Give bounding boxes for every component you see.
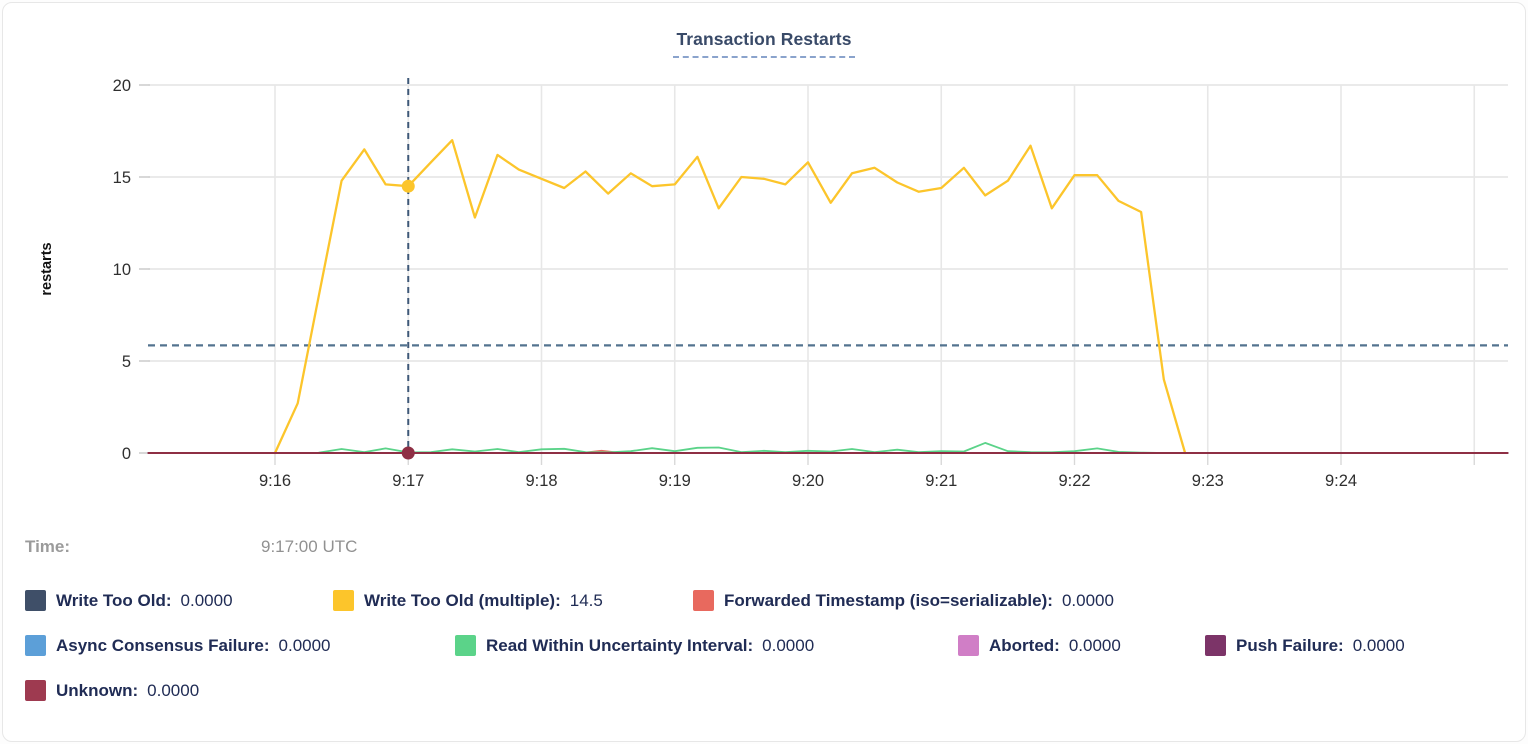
hover-time-label: Time: (25, 537, 71, 556)
y-axis-label: restarts (39, 242, 55, 295)
legend-item-unknown[interactable]: Unknown: 0.0000 (25, 680, 199, 701)
legend-label: Async Consensus Failure: (56, 635, 270, 655)
x-tick-label: 9:19 (659, 472, 691, 490)
legend-value: 0.0000 (1068, 635, 1121, 655)
x-tick-label: 9:18 (525, 472, 557, 490)
legend-label: Write Too Old (multiple): (364, 590, 561, 610)
legend-swatch-icon (958, 635, 979, 656)
x-tick-label: 9:17 (392, 472, 424, 490)
legend-label: Push Failure: (1236, 635, 1344, 655)
chart-title[interactable]: Transaction Restarts (673, 29, 855, 58)
series-line-write-too-old-multiple- (273, 139, 1187, 455)
legend-swatch-icon (455, 635, 476, 656)
legend-swatch-icon (25, 635, 46, 656)
y-tick-label: 10 (113, 261, 131, 279)
chart-title-wrap: Transaction Restarts (3, 29, 1525, 58)
x-tick-label: 9:20 (792, 472, 824, 490)
legend-row-2: Async Consensus Failure: 0.0000 Read Withi… (3, 635, 1525, 665)
legend-label: Read Within Uncertainty Interval: (486, 635, 754, 655)
y-tick-label: 20 (113, 77, 131, 95)
x-tick-label: 9:23 (1192, 472, 1224, 490)
legend-value: 0.0000 (180, 590, 233, 610)
y-tick-label: 0 (122, 445, 131, 463)
legend-value: 0.0000 (147, 680, 200, 700)
legend-item-write-too-old[interactable]: Write Too Old: 0.0000 (25, 590, 233, 611)
legend-value: 0.0000 (1352, 635, 1405, 655)
legend-item-forwarded-timestamp-iso-serializable[interactable]: Forwarded Timestamp (iso=serializable): 0… (693, 590, 1114, 611)
legend-value: 14.5 (569, 590, 603, 610)
legend-item-async-consensus-failure[interactable]: Async Consensus Failure: 0.0000 (25, 635, 331, 656)
legend-label: Aborted: (989, 635, 1060, 655)
legend-label: Write Too Old: (56, 590, 172, 610)
legend-value: 0.0000 (762, 635, 815, 655)
hover-point-write-too-old-multiple- (401, 179, 415, 193)
y-tick-label: 15 (113, 169, 131, 187)
legend-swatch-icon (25, 680, 46, 701)
series-line-read-within-uncertainty-interval (318, 441, 1165, 454)
legend-swatch-icon (25, 590, 46, 611)
restarts-chart[interactable]: 0 5 10 15 20 9:16 9:17 9:18 9:19 9:20 9:21 9:22 9:23… (3, 3, 1528, 513)
legend-value: 0.0000 (1061, 590, 1114, 610)
legend-item-aborted[interactable]: Aborted: 0.0000 (958, 635, 1121, 656)
legend-label: Unknown: (56, 680, 139, 700)
legend-label: Forwarded Timestamp (iso=serializable): (724, 590, 1053, 610)
legend-row-3: Unknown: 0.0000 (3, 680, 1525, 710)
legend-value: 0.0000 (278, 635, 331, 655)
hover-point-unknown (401, 446, 415, 460)
legend-swatch-icon (693, 590, 714, 611)
x-tick-label: 9:22 (1058, 472, 1090, 490)
y-tick-label: 5 (122, 353, 131, 371)
x-tick-label: 9:24 (1325, 472, 1357, 490)
legend-swatch-icon (1205, 635, 1226, 656)
legend-swatch-icon (333, 590, 354, 611)
x-tick-label: 9:21 (925, 472, 957, 490)
legend-item-read-within-uncertainty-interval[interactable]: Read Within Uncertainty Interval: 0.0000 (455, 635, 814, 656)
x-tick-label: 9:16 (259, 472, 291, 490)
legend-row-1: Write Too Old: 0.0000 Write Too Old (multi… (3, 590, 1525, 620)
hover-time-value: 9:17:00 UTC (261, 537, 358, 556)
hover-time-row: Time: 9:17:00 UTC (3, 537, 1525, 563)
legend-item-push-failure[interactable]: Push Failure: 0.0000 (1205, 635, 1405, 656)
legend-item-write-too-old-multiple[interactable]: Write Too Old (multiple): 14.5 (333, 590, 603, 611)
